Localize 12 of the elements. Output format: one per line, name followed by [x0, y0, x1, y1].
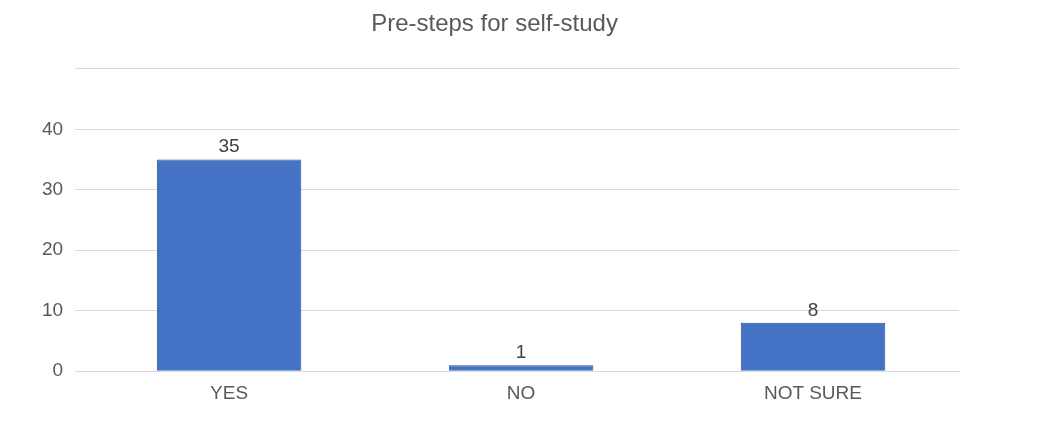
x-tick-label: YES	[210, 381, 249, 403]
chart-title: Pre-steps for self-study	[371, 9, 618, 37]
y-tick-label: 30	[41, 177, 64, 199]
data-label: 35	[218, 135, 240, 157]
x-tick-label: NO	[506, 381, 536, 403]
y-tick-label: 40	[41, 117, 64, 139]
y-tick-label: 20	[41, 238, 64, 260]
data-label: 1	[515, 340, 527, 362]
x-tick-label: NOT SURE	[764, 381, 862, 403]
y-tick-label: 10	[41, 298, 64, 320]
y-tick-label: 0	[52, 359, 64, 381]
data-label: 8	[807, 298, 819, 320]
